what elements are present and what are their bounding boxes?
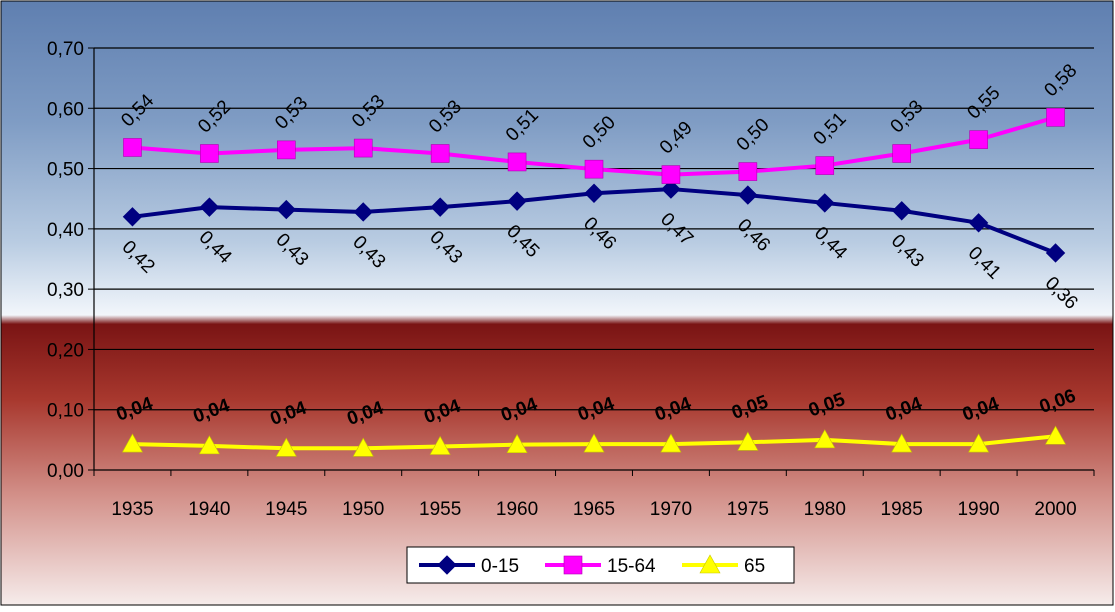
marker-diamond [584, 183, 604, 203]
marker-diamond [815, 193, 835, 213]
x-tick-label: 1935 [111, 499, 153, 520]
marker-diamond [507, 191, 527, 211]
marker-triangle [699, 554, 721, 574]
marker-diamond [437, 555, 457, 575]
marker-square [738, 162, 758, 181]
series-15-64 [123, 108, 1065, 184]
marker-triangle [121, 433, 143, 453]
legend-label: 15-64 [607, 556, 656, 577]
marker-square [1046, 108, 1065, 127]
marker-diamond [122, 207, 143, 227]
marker-diamond [430, 197, 450, 217]
marker-square [892, 144, 911, 163]
marker-diamond [661, 179, 681, 199]
legend-label: 0-15 [481, 556, 519, 577]
x-tick-label: 1940 [188, 499, 230, 520]
y-tick-label: 0,10 [47, 401, 84, 422]
x-tick-label: 1985 [881, 499, 923, 520]
x-tick-label: 1990 [957, 499, 999, 520]
x-tick-label: 1970 [650, 499, 692, 520]
legend-item: 65 [682, 554, 765, 577]
marker-square [563, 555, 583, 575]
y-tick-label: 0,60 [47, 99, 84, 120]
marker-square [430, 144, 450, 163]
marker-triangle [968, 433, 990, 453]
x-tick-label: 1980 [804, 499, 846, 520]
marker-triangle [891, 433, 913, 453]
series-0-15 [122, 179, 1066, 263]
marker-square [969, 130, 988, 149]
marker-diamond [276, 199, 297, 220]
marker-triangle [660, 433, 682, 453]
marker-triangle [506, 434, 528, 453]
marker-diamond [891, 201, 912, 221]
marker-triangle [198, 435, 220, 455]
x-tick-label: 1955 [419, 499, 461, 520]
y-tick-label: 0,20 [47, 340, 84, 361]
marker-triangle [737, 431, 759, 451]
x-tick-label: 1950 [342, 499, 384, 520]
marker-diamond [968, 213, 989, 233]
marker-square [353, 138, 373, 158]
marker-triangle [583, 433, 605, 453]
x-tick-label: 1975 [727, 499, 769, 520]
marker-square [815, 156, 835, 175]
y-tick-label: 0,50 [47, 160, 84, 181]
legend-item: 15-64 [545, 555, 656, 577]
marker-triangle [1045, 425, 1067, 445]
marker-triangle [275, 437, 297, 457]
series-65 [121, 425, 1067, 457]
marker-triangle [352, 437, 374, 457]
legend-label: 65 [744, 556, 765, 577]
marker-square [123, 138, 142, 157]
marker-square [661, 165, 681, 184]
legend: 0-15 15-64 65 [406, 546, 795, 584]
marker-square [200, 144, 219, 163]
x-tick-label: 1945 [265, 499, 307, 520]
series-group [121, 108, 1067, 457]
legend-item: 0-15 [419, 555, 519, 577]
y-tick-label: 0,00 [47, 461, 84, 482]
marker-diamond [1045, 243, 1066, 263]
x-tick-label: 2000 [1034, 499, 1076, 520]
marker-triangle [429, 435, 451, 455]
marker-square [507, 152, 527, 172]
marker-diamond [353, 202, 373, 222]
marker-diamond [738, 185, 758, 205]
y-tick-label: 0,40 [47, 220, 84, 241]
marker-square [277, 140, 296, 160]
y-tick-label: 0,70 [47, 39, 84, 60]
marker-triangle [814, 429, 836, 449]
marker-diamond [199, 197, 220, 217]
marker-square [584, 159, 604, 179]
y-tick-label: 0,30 [47, 280, 84, 301]
x-tick-label: 1960 [496, 499, 538, 520]
axes: 0,00 0,10 0,20 0,30 0,40 0,50 0,60 0,70 1935 1940… [47, 39, 1095, 520]
x-tick-label: 1965 [573, 499, 615, 520]
